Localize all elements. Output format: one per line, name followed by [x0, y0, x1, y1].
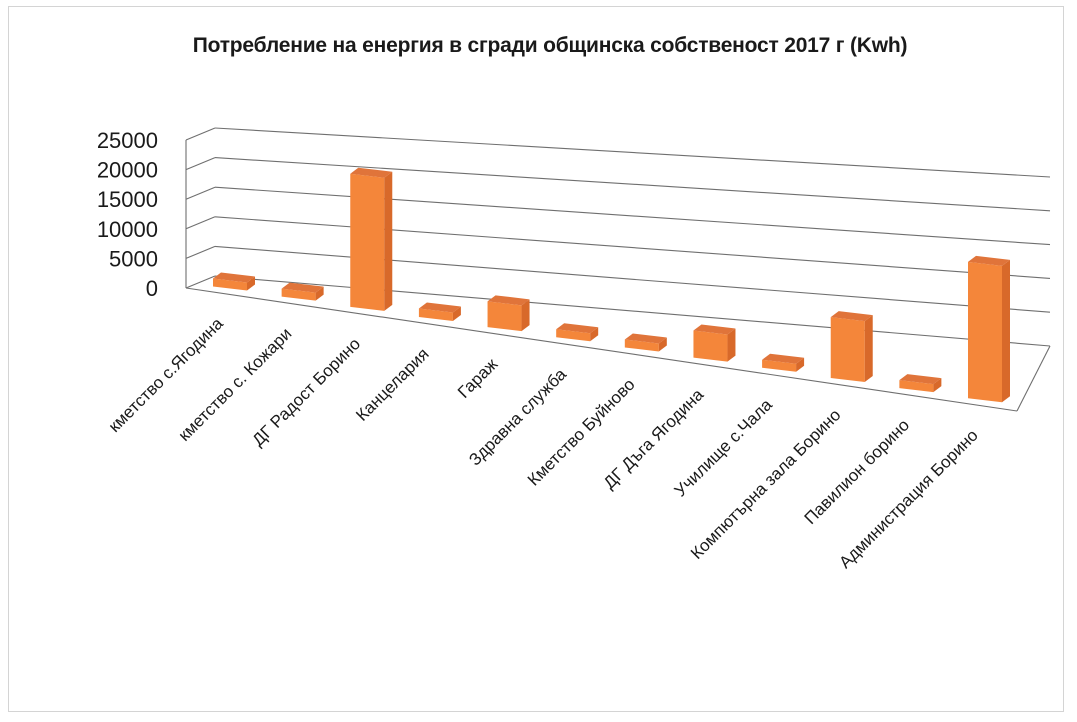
bar-top — [762, 353, 805, 364]
bar-side — [727, 328, 736, 362]
bar-top — [830, 311, 873, 322]
x-tick-label: Канцелария — [352, 344, 432, 424]
chart-frame — [8, 6, 1064, 712]
gridline-side — [185, 186, 216, 200]
y-tick-label: 5000 — [109, 246, 158, 271]
baseline-right-edge — [1016, 345, 1051, 412]
x-tick-label: Администрация Борино — [835, 426, 981, 572]
bar — [899, 374, 942, 393]
bar — [830, 311, 873, 382]
x-tick-label: Компютърна зала Борино — [687, 405, 845, 563]
bar-front — [830, 317, 865, 382]
bar-side — [658, 337, 667, 352]
y-axis-ticks: 0 5000 10000 15000 20000 25000 — [97, 128, 158, 301]
y-tick-label: 15000 — [97, 187, 158, 212]
bar-side — [590, 327, 599, 342]
y-tick-label: 25000 — [97, 128, 158, 153]
bar — [213, 272, 255, 291]
gridline — [214, 245, 1051, 313]
bar-front — [418, 308, 453, 321]
bar-top — [281, 282, 324, 293]
bar — [762, 353, 805, 372]
bar — [624, 333, 667, 352]
bar-side — [315, 286, 324, 301]
bar-top — [624, 333, 667, 344]
y-tick-label: 10000 — [97, 217, 158, 242]
bar-side — [933, 378, 942, 393]
bar-side — [384, 171, 393, 311]
baseline — [185, 287, 1018, 412]
bar-side — [247, 276, 255, 291]
gridline-side — [185, 157, 216, 171]
bar-front — [487, 301, 522, 332]
bar — [968, 255, 1010, 403]
bar-top — [693, 324, 736, 335]
bar-top — [556, 323, 599, 334]
gridline-side — [185, 275, 216, 289]
bar-top — [968, 255, 1010, 266]
y-tick-label: 20000 — [97, 158, 158, 183]
x-tick-label: Гараж — [454, 354, 502, 402]
bar-top — [350, 167, 393, 178]
y-tick-label: 0 — [146, 276, 158, 301]
bar-front — [350, 173, 385, 311]
gridline — [214, 186, 1051, 246]
bar — [556, 323, 599, 342]
bar-front — [968, 261, 1002, 403]
bar — [693, 324, 736, 362]
gridline — [214, 127, 1051, 178]
bar-side — [796, 357, 805, 372]
bar-side — [452, 306, 461, 321]
bar-top — [487, 295, 530, 306]
bar-top — [213, 272, 255, 283]
bar-front — [693, 330, 728, 362]
bar-side — [521, 299, 530, 332]
bar-side — [864, 315, 873, 382]
bar — [281, 282, 324, 301]
gridline-side — [185, 127, 216, 141]
gridline — [214, 157, 1051, 212]
bar-top — [899, 374, 942, 385]
gridline — [214, 216, 1051, 279]
gridline-side — [185, 216, 216, 230]
bars — [213, 167, 1010, 403]
gridline-side — [185, 245, 216, 259]
bar-side — [1002, 259, 1010, 403]
bar — [487, 295, 530, 332]
bar — [418, 302, 461, 321]
chart-title: Потребление на енергия в сгради общинска… — [192, 34, 908, 57]
bar — [350, 167, 393, 311]
bar-top — [418, 302, 461, 313]
